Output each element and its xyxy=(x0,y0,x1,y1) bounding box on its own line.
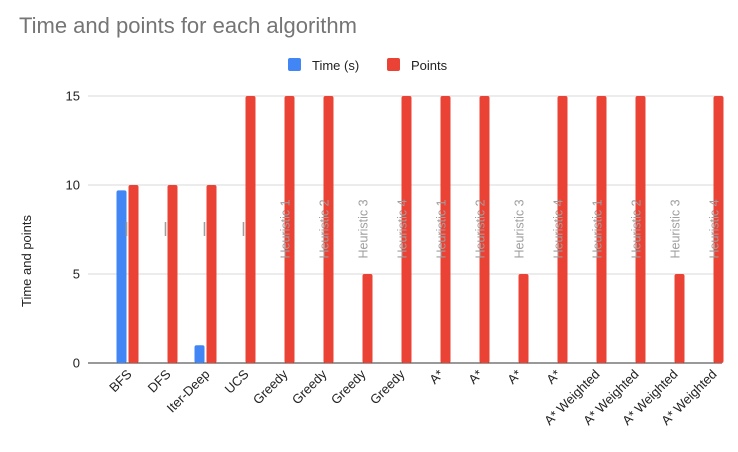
category-sub-label: Heuristic 1 xyxy=(591,199,605,258)
y-tick-label: 15 xyxy=(66,89,80,104)
category-sub-label: Heuristic 4 xyxy=(396,199,410,258)
bar-points[interactable] xyxy=(284,96,295,363)
category-sub-label: Heuristic 2 xyxy=(318,199,332,258)
x-tick-label: A* xyxy=(426,367,446,387)
bar-points[interactable] xyxy=(713,96,724,363)
bar-points[interactable] xyxy=(596,96,607,363)
category-sub-label: Heuristic 3 xyxy=(357,199,371,258)
y-tick-label: 0 xyxy=(73,356,80,371)
x-tick-label: A* xyxy=(543,367,563,387)
x-tick-label: A* xyxy=(465,367,485,387)
bar-points[interactable] xyxy=(479,96,490,363)
bar-time[interactable] xyxy=(194,345,205,363)
chart-title: Time and points for each algorithm xyxy=(19,13,357,38)
x-tick-label: DFS xyxy=(145,366,174,395)
x-tick-label: Greedy xyxy=(250,366,291,407)
bar-points[interactable] xyxy=(674,274,685,363)
x-tick-label: Greedy xyxy=(328,366,369,407)
x-tick-label: Greedy xyxy=(367,366,408,407)
sub-label-layer: Heuristic 1 Heuristic 2 Heuristic 3 Heurist… xyxy=(125,199,722,259)
bar-time[interactable] xyxy=(116,190,127,363)
bar-points[interactable] xyxy=(245,96,256,363)
x-tick-label: BFS xyxy=(106,366,135,395)
bar-points[interactable] xyxy=(635,96,646,363)
legend-swatch[interactable] xyxy=(288,58,301,71)
category-sub-label: Heuristic 4 xyxy=(552,199,566,258)
bar-points[interactable] xyxy=(206,185,217,363)
x-tick-label: Greedy xyxy=(289,366,330,407)
bar-points[interactable] xyxy=(401,96,412,363)
bar-points[interactable] xyxy=(440,96,451,363)
legend-label[interactable]: Points xyxy=(411,58,448,73)
legend-label[interactable]: Time (s) xyxy=(312,58,359,73)
legend-swatch[interactable] xyxy=(387,58,400,71)
category-sub-label: Heuristic 1 xyxy=(435,199,449,258)
category-sub-label: Heuristic 3 xyxy=(513,199,527,258)
y-tick-label: 10 xyxy=(66,178,80,193)
category-sub-label: Heuristic 4 xyxy=(708,199,722,258)
bar-points[interactable] xyxy=(167,185,178,363)
x-tick-label: UCS xyxy=(222,366,252,396)
bar-points[interactable] xyxy=(323,96,334,363)
category-sub-label: Heuristic 2 xyxy=(630,199,644,258)
y-axis-label: Time and points xyxy=(19,214,34,307)
category-sub-label: Heuristic 2 xyxy=(474,199,488,258)
category-sub-label: Heuristic 1 xyxy=(279,199,293,258)
bar-points[interactable] xyxy=(128,185,139,363)
y-tick-label: 5 xyxy=(73,267,80,282)
bar-points[interactable] xyxy=(518,274,529,363)
x-tick-label: Iter-Deep xyxy=(164,367,213,416)
legend[interactable]: Time (s) Points xyxy=(288,58,448,73)
category-sub-label: Heuristic 3 xyxy=(669,199,683,258)
bar-points[interactable] xyxy=(362,274,373,363)
bars-layer xyxy=(116,96,724,363)
x-tick-label: A* xyxy=(504,367,524,387)
bar-points[interactable] xyxy=(557,96,568,363)
